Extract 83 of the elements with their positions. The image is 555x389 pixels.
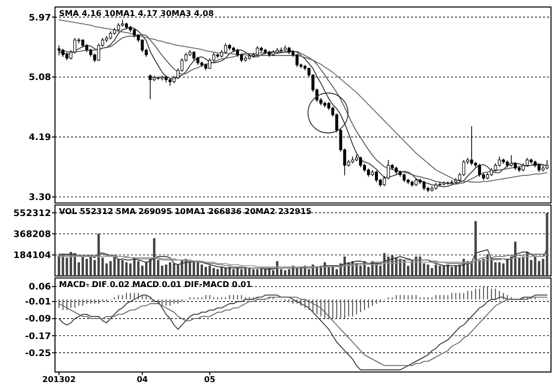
- chart-title: VOL 552312 5MA 269095 10MA1 266836 20MA2 232915: [59, 207, 312, 216]
- candlestick: [359, 156, 362, 168]
- bar: [90, 255, 92, 276]
- bar: [538, 261, 540, 276]
- bar: [97, 234, 100, 276]
- candlestick: [208, 58, 212, 70]
- bar: [224, 268, 227, 276]
- y-tick-label: -0.09: [25, 314, 51, 325]
- bar: [328, 266, 330, 276]
- y-tick-label: 552312: [13, 208, 51, 219]
- candlestick: [478, 164, 482, 178]
- candlestick: [422, 180, 426, 191]
- bar: [402, 260, 406, 276]
- x-tick-label: 05: [204, 375, 216, 384]
- bar: [70, 252, 72, 276]
- candlestick: [140, 38, 144, 53]
- bar: [442, 266, 446, 276]
- bar: [288, 269, 290, 276]
- bar: [260, 268, 263, 276]
- bar: [438, 266, 442, 276]
- bar: [410, 260, 414, 276]
- y-tick-label: 0.06: [28, 282, 51, 293]
- y-tick-label: 368208: [13, 230, 51, 240]
- bar: [454, 266, 457, 276]
- bar: [284, 270, 286, 276]
- bar: [232, 269, 235, 276]
- bar: [534, 256, 536, 276]
- y-tick-label: 3.30: [28, 193, 51, 204]
- bar: [168, 262, 172, 276]
- bar: [526, 252, 528, 276]
- y-tick-label: -0.01: [25, 298, 51, 308]
- bar: [514, 242, 516, 276]
- candlestick: [546, 159, 549, 170]
- y-tick-label: 184104: [13, 251, 51, 262]
- candlestick: [462, 159, 466, 176]
- candlestick: [256, 46, 259, 56]
- bar: [145, 262, 148, 276]
- bar: [82, 256, 84, 276]
- bar: [498, 262, 501, 276]
- y-tick-label: 4.19: [28, 133, 51, 144]
- y-tick-label: 5.97: [28, 13, 51, 24]
- y-tick-label: -0.17: [25, 332, 51, 342]
- candlestick: [97, 42, 100, 62]
- chart-title: MACD- DIF 0.02 MACD 0.01 DIF-MACD 0.01: [59, 280, 252, 289]
- candlestick: [224, 42, 228, 54]
- bar: [450, 266, 453, 276]
- bar: [474, 221, 477, 276]
- bar: [133, 258, 136, 276]
- bar: [248, 268, 251, 276]
- bar: [252, 269, 255, 276]
- bar: [192, 261, 196, 276]
- x-tick-label: 201302: [42, 375, 76, 384]
- bar: [188, 262, 192, 276]
- candlestick: [57, 44, 60, 56]
- bar: [216, 269, 219, 276]
- bar: [506, 258, 509, 276]
- bar: [164, 264, 168, 276]
- bar: [86, 258, 88, 276]
- bar: [125, 262, 128, 276]
- bar: [446, 264, 450, 276]
- bar: [502, 263, 505, 276]
- bar: [434, 264, 438, 276]
- bar: [220, 266, 223, 276]
- chart-title: SMA 4.16 10MA1 4.17 30MA3 4.08: [59, 9, 214, 18]
- bar: [522, 256, 524, 276]
- candlestick: [498, 156, 501, 168]
- bar: [208, 266, 211, 276]
- bar: [137, 261, 140, 276]
- y-tick-label: -0.25: [25, 348, 51, 359]
- bar: [264, 269, 266, 276]
- bar: [414, 256, 418, 276]
- y-tick-label: 5.08: [28, 73, 51, 84]
- candlestick: [296, 54, 299, 68]
- bar: [204, 266, 207, 276]
- bar: [196, 262, 200, 276]
- candlestick: [374, 170, 378, 183]
- candlestick: [510, 154, 513, 168]
- bar: [316, 266, 318, 276]
- bar: [200, 264, 204, 276]
- bar: [153, 238, 156, 276]
- bar: [212, 268, 215, 276]
- bar: [256, 269, 259, 276]
- x-tick-label: 04: [136, 375, 148, 384]
